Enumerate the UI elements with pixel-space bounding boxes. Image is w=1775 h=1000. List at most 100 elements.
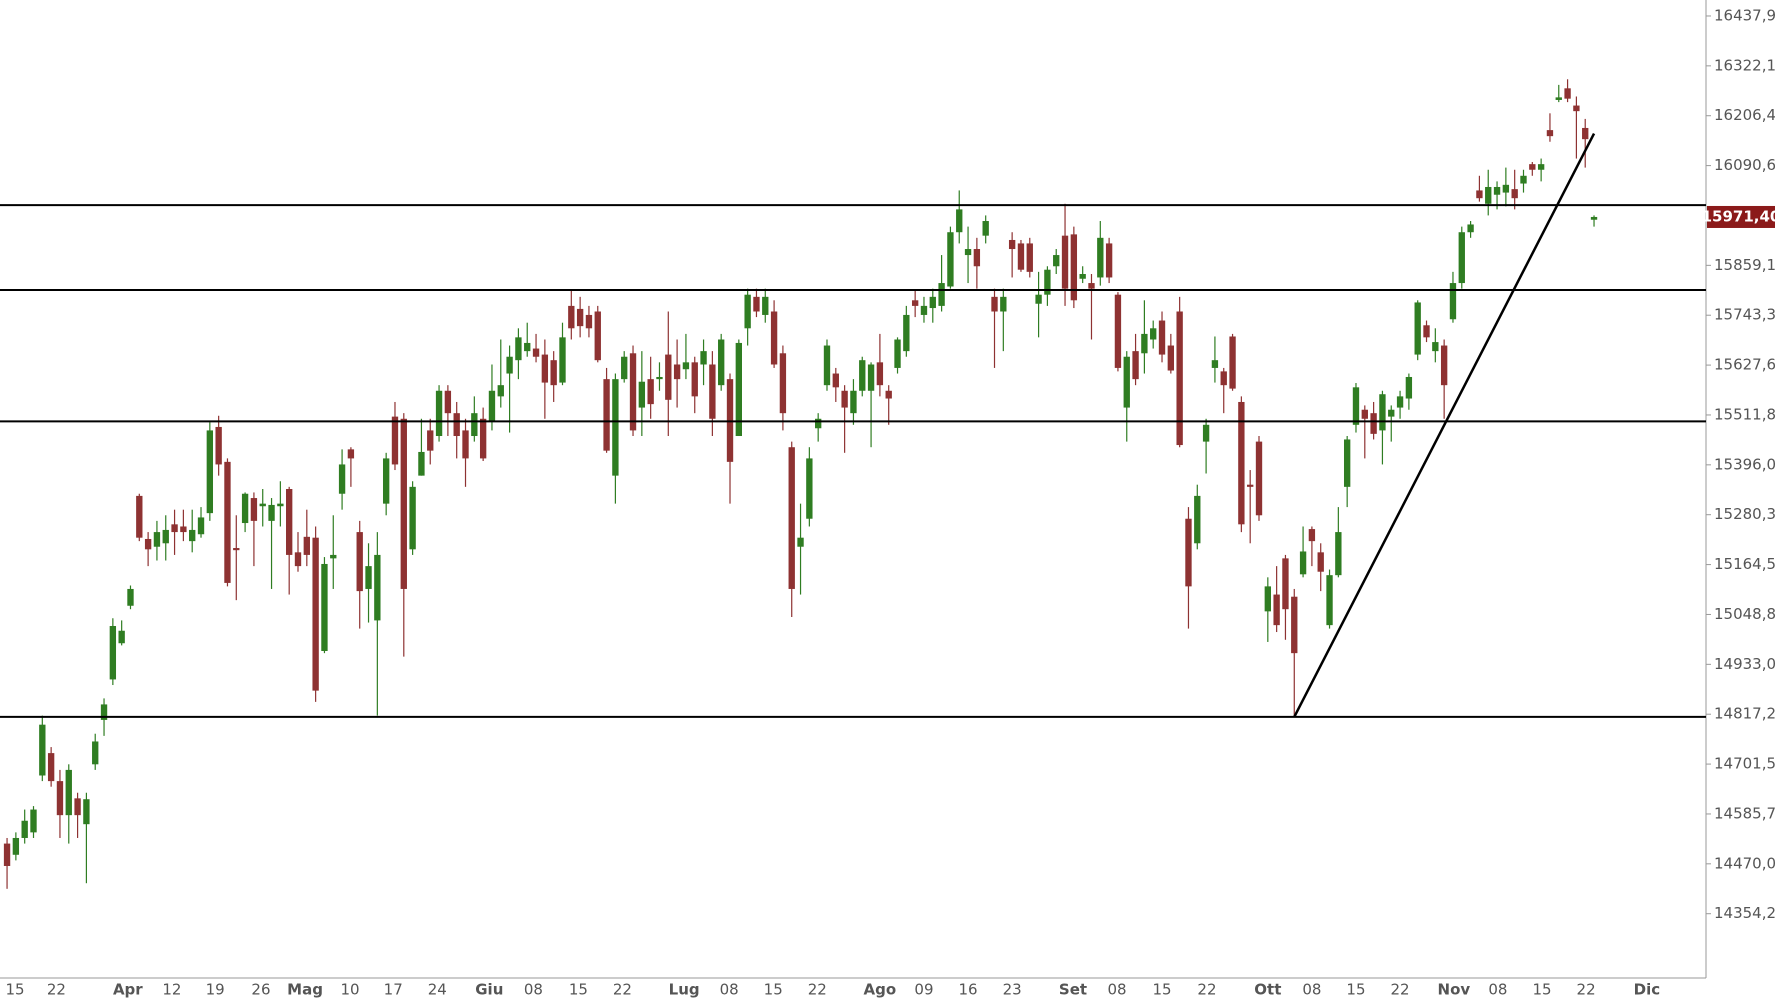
candle-body	[144, 538, 152, 550]
candle-body	[1061, 235, 1069, 289]
candle-body	[885, 390, 892, 399]
candle-body	[206, 430, 214, 514]
candle-body	[39, 724, 46, 776]
x-tick-label: 08	[524, 981, 543, 999]
candle-body	[903, 314, 910, 352]
candle-body	[894, 339, 901, 368]
candle-body	[1352, 387, 1360, 425]
x-tick-label: 22	[808, 981, 827, 999]
candle-body	[709, 364, 716, 419]
y-tick-label: 14933,04	[1714, 655, 1775, 673]
candle-body	[1150, 328, 1157, 340]
candle-body	[400, 418, 407, 589]
candle-body	[1511, 189, 1518, 199]
candle-body	[691, 362, 698, 397]
candle-body	[1202, 424, 1210, 442]
candle-body	[197, 517, 205, 535]
candle-body	[259, 503, 266, 507]
candle-body	[1132, 351, 1139, 380]
candle-body	[779, 353, 787, 414]
candle-body	[1546, 130, 1554, 137]
candle-body	[797, 537, 804, 547]
candle-body	[1008, 239, 1016, 250]
candle-body	[1476, 190, 1483, 199]
candle-body	[1079, 274, 1086, 279]
candle-body	[850, 390, 857, 414]
x-tick-label: Giu	[475, 981, 503, 999]
candle-body	[559, 337, 566, 383]
candle-body	[973, 249, 981, 267]
candle-body	[700, 351, 707, 365]
candle-body	[171, 524, 178, 533]
candle-body	[1458, 232, 1465, 284]
candle-body	[1573, 105, 1580, 112]
candle-body	[612, 379, 619, 476]
candle-body	[1017, 243, 1025, 270]
candle-body	[1114, 294, 1122, 368]
candle-body	[841, 390, 848, 408]
candle-body	[118, 630, 125, 644]
x-tick-label: 19	[206, 981, 225, 999]
x-tick-label: 15	[764, 981, 783, 999]
candle-body	[744, 294, 751, 329]
candle-body	[1070, 234, 1078, 301]
y-tick-label: 14817,28	[1714, 705, 1775, 723]
candle-body	[920, 305, 928, 315]
x-tick-label: Dic	[1634, 981, 1660, 999]
y-tick-label: 15048,80	[1714, 605, 1775, 623]
x-tick-label: 16	[959, 981, 978, 999]
candle-body	[876, 362, 884, 386]
candle-body	[532, 348, 540, 357]
candle-body	[153, 532, 161, 547]
candle-body	[682, 362, 690, 370]
candle-body	[1026, 243, 1033, 272]
x-tick-label: 22	[613, 981, 632, 999]
candle-body	[1564, 88, 1571, 99]
y-tick-label: 15859,12	[1714, 256, 1775, 274]
candle-body	[815, 418, 822, 429]
y-tick-label: 15280,32	[1714, 505, 1775, 523]
candle-body	[1405, 376, 1413, 399]
candle-body	[268, 504, 275, 521]
x-tick-label: Mag	[287, 981, 323, 999]
candle-body	[1582, 127, 1589, 140]
candle-body	[286, 489, 293, 555]
candle-body	[418, 451, 425, 476]
candle-body	[162, 529, 169, 544]
y-tick-label: 14470,00	[1714, 854, 1775, 872]
x-tick-label: Ago	[864, 981, 897, 999]
candle-body	[1493, 186, 1501, 195]
candle-body	[1440, 345, 1448, 386]
candle-body	[656, 376, 663, 380]
candle-body	[1502, 184, 1510, 193]
candle-body	[1255, 441, 1263, 516]
candle-body	[585, 314, 593, 329]
candle-body	[1035, 294, 1042, 304]
candle-body	[1396, 396, 1404, 408]
x-tick-label: 10	[340, 981, 359, 999]
candle-body	[867, 364, 875, 391]
y-tick-label: 15743,36	[1714, 306, 1775, 324]
x-tick-label: 08	[1488, 981, 1507, 999]
last-price-label: 15971,40	[1702, 207, 1775, 225]
x-tick-label: Nov	[1438, 981, 1471, 999]
y-tick-label: 16437,92	[1714, 6, 1775, 24]
candle-body	[647, 379, 654, 405]
candle-body	[100, 704, 108, 720]
candle-body	[991, 296, 998, 312]
candle-body	[1335, 532, 1342, 576]
candle-body	[735, 342, 742, 437]
candle-body	[356, 532, 363, 592]
candle-body	[524, 342, 531, 352]
candle-body	[568, 305, 575, 329]
candle-body	[911, 300, 919, 306]
x-tick-label: Lug	[669, 981, 700, 999]
candle-body	[665, 354, 672, 400]
candle-body	[1220, 371, 1227, 386]
candle-body	[83, 799, 90, 825]
candle-body	[1211, 360, 1219, 368]
candle-body	[1141, 333, 1148, 354]
candle-body	[224, 461, 231, 583]
